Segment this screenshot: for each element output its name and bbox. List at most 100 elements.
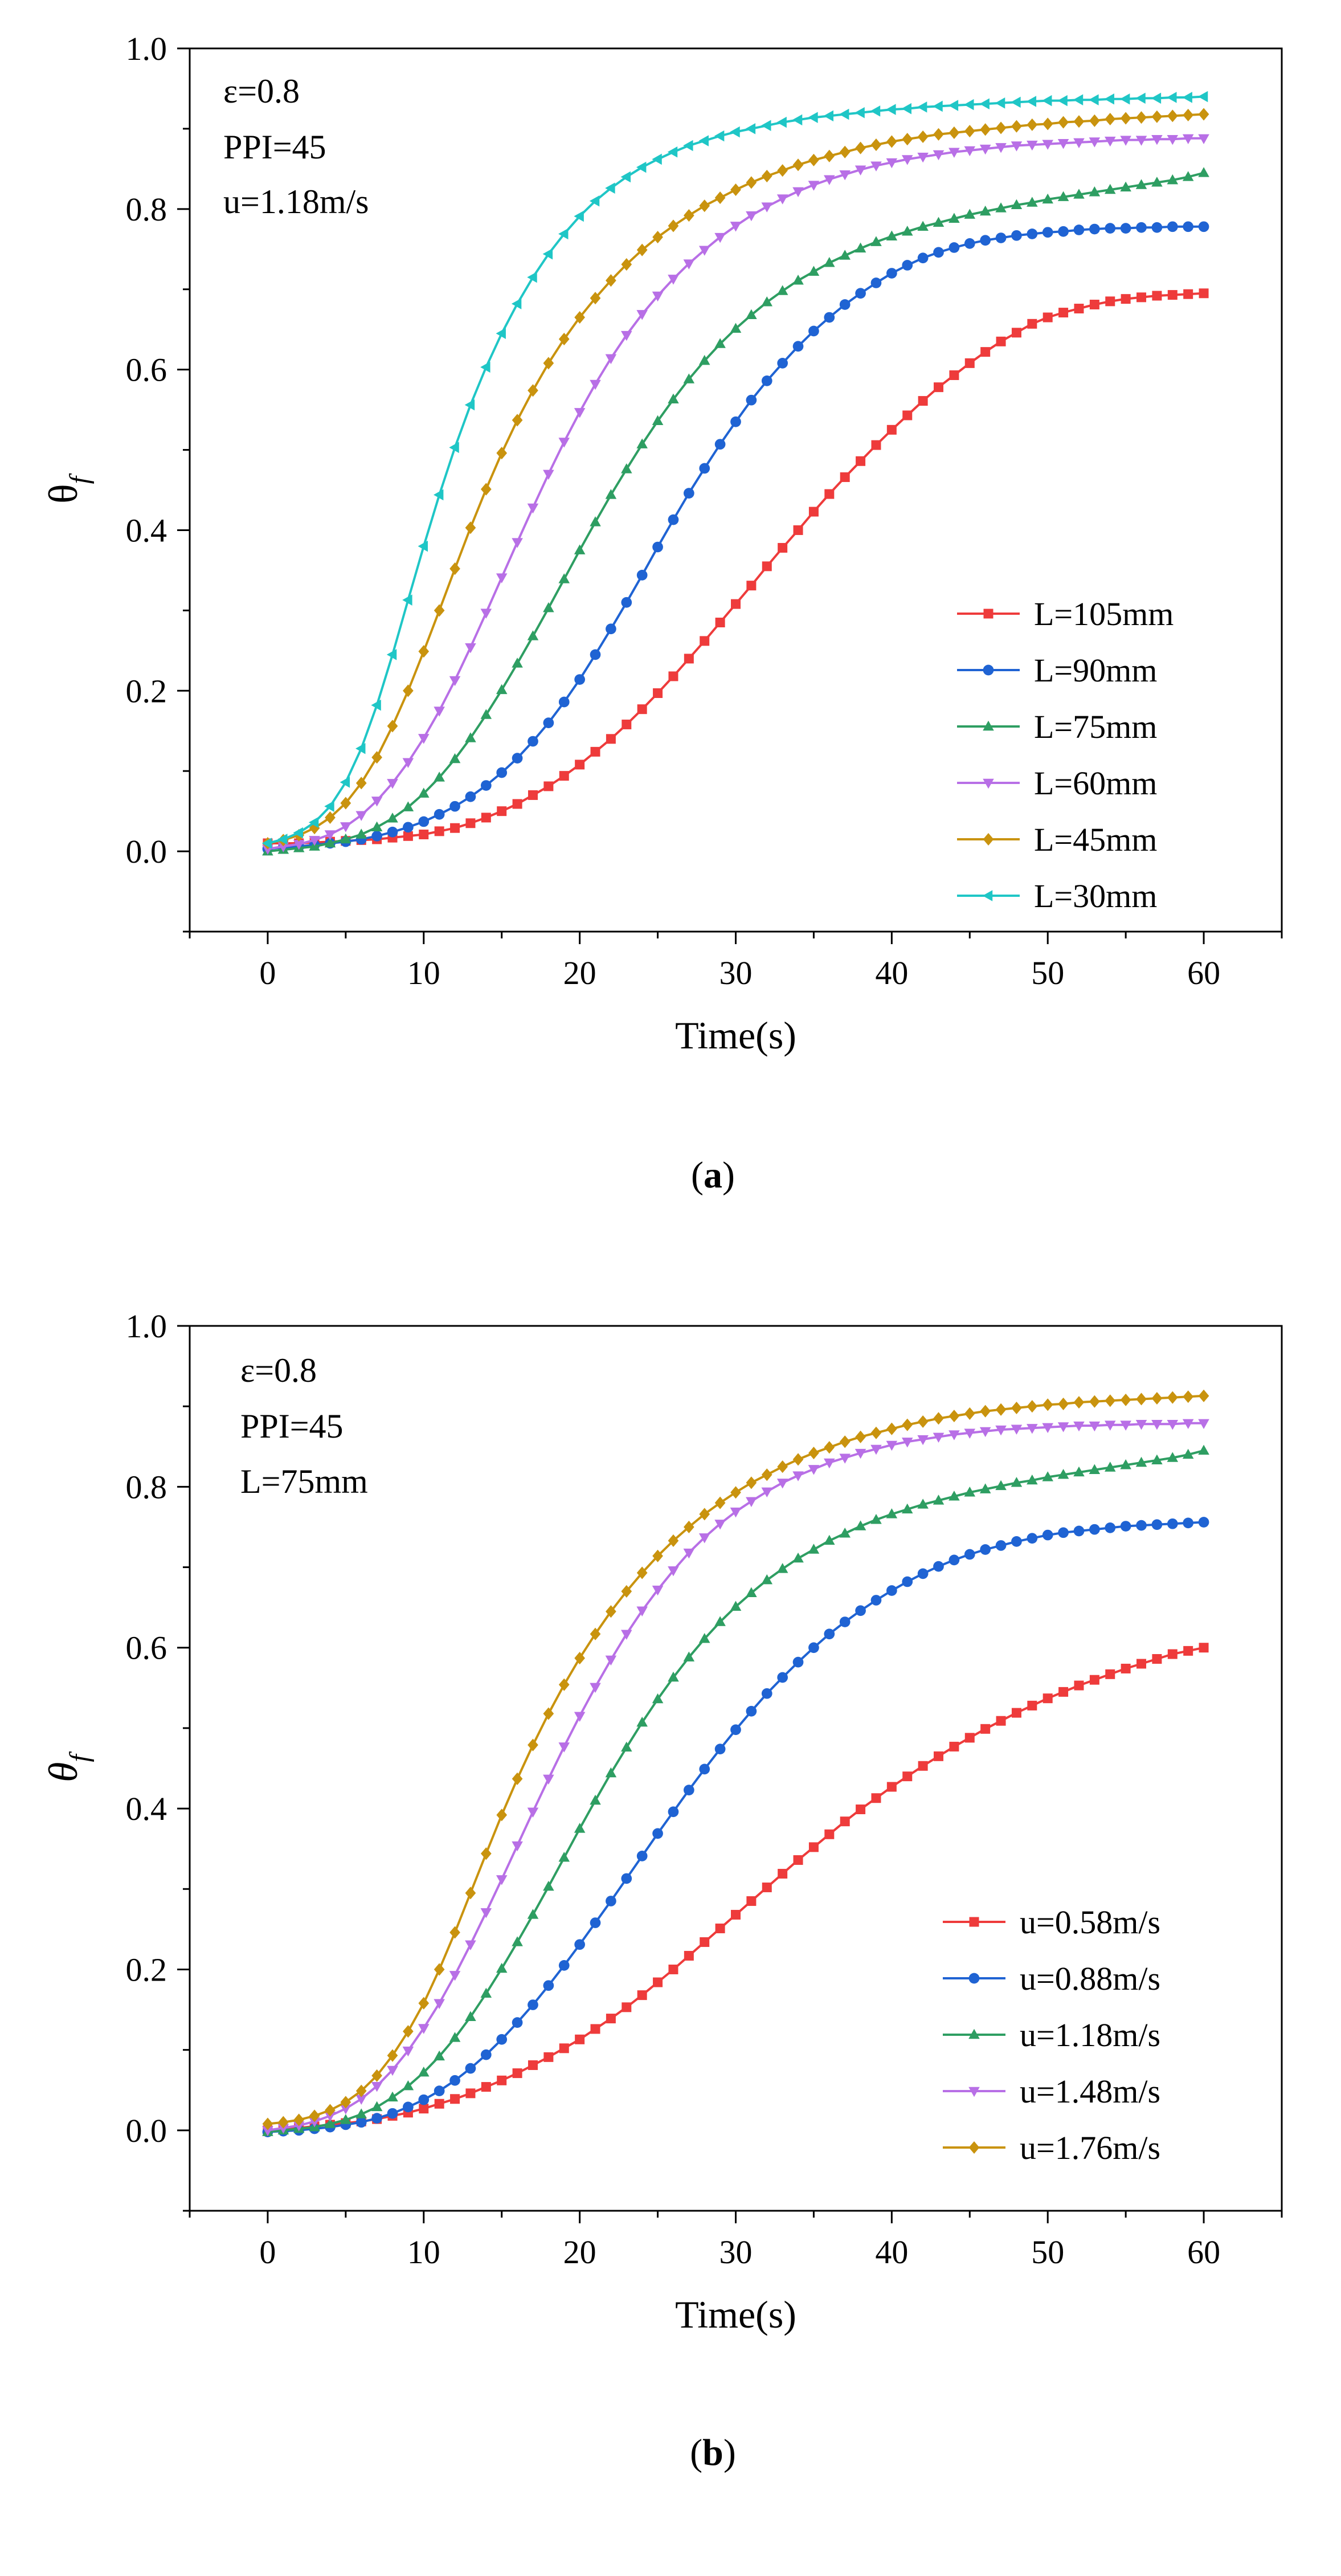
series-u=1.48m/s — [262, 1419, 1209, 2137]
data-point — [528, 1738, 538, 1752]
data-point — [761, 202, 773, 213]
data-point — [808, 325, 819, 337]
data-point — [652, 415, 664, 426]
data-point — [621, 1585, 632, 1598]
data-point — [902, 260, 913, 271]
data-point — [277, 2116, 289, 2129]
data-point — [668, 1671, 679, 1682]
data-point — [995, 1425, 1007, 1436]
x-tick-label: 60 — [1187, 954, 1220, 991]
data-point — [1167, 1420, 1179, 1430]
data-point — [1199, 288, 1209, 299]
data-point — [1136, 1520, 1147, 1531]
data-point — [324, 2112, 336, 2122]
data-point — [433, 489, 444, 501]
data-point — [1105, 1522, 1116, 1533]
data-point — [652, 231, 663, 244]
data-point — [700, 636, 710, 646]
data-point — [449, 2032, 461, 2042]
data-point — [1120, 1459, 1131, 1469]
data-point — [1135, 92, 1146, 104]
data-point — [1057, 1422, 1069, 1432]
data-point — [652, 1828, 663, 1839]
data-point — [714, 1496, 726, 1509]
data-point — [652, 1585, 664, 1596]
data-point — [1151, 1420, 1163, 1430]
data-point — [480, 1987, 492, 1998]
data-point — [1027, 228, 1038, 239]
data-point — [933, 128, 944, 141]
data-point — [746, 1476, 757, 1489]
series-line — [267, 172, 1204, 853]
data-point — [948, 213, 960, 223]
series-L=60mm — [262, 134, 1209, 855]
parameter-annotation: ε=0.8 — [223, 72, 300, 110]
data-point — [1136, 292, 1147, 303]
data-point — [1198, 1419, 1209, 1430]
data-point — [481, 813, 491, 823]
data-point — [636, 1606, 648, 1616]
data-point — [855, 141, 866, 154]
data-point — [434, 809, 445, 820]
x-tick-label: 40 — [875, 954, 908, 991]
data-point — [776, 1479, 788, 1489]
parameter-annotation: u=1.18m/s — [223, 183, 369, 221]
data-point — [512, 753, 523, 764]
data-point — [870, 1595, 882, 1606]
legend-marker — [983, 720, 994, 731]
data-point — [387, 779, 398, 789]
data-point — [480, 1847, 492, 1860]
y-axis-symbol: θ — [40, 484, 86, 504]
data-point — [730, 1486, 741, 1499]
data-point — [995, 1480, 1007, 1491]
data-point — [1167, 92, 1177, 103]
data-point — [496, 684, 508, 695]
data-point — [434, 1963, 445, 1976]
data-point — [918, 1761, 928, 1771]
data-point — [371, 830, 382, 842]
data-point — [465, 732, 476, 742]
data-point — [730, 322, 742, 333]
legend-item: u=1.48m/s — [943, 2073, 1160, 2110]
data-point — [980, 235, 991, 246]
data-point — [683, 488, 694, 499]
data-point — [1027, 1700, 1037, 1710]
y-tick-label: 0.8 — [126, 191, 167, 228]
legend-label: u=0.58m/s — [1020, 1904, 1160, 1941]
data-point — [824, 312, 835, 323]
data-point — [964, 358, 975, 368]
data-point — [1152, 291, 1162, 301]
data-point — [948, 1491, 960, 1501]
data-point — [856, 1805, 866, 1815]
legend-marker — [968, 2087, 980, 2097]
legend-label: u=0.88m/s — [1020, 1960, 1160, 1997]
data-point — [512, 799, 522, 809]
panel-label-letter: b — [702, 2432, 723, 2473]
data-point — [403, 822, 414, 833]
data-point — [855, 1430, 866, 1443]
data-point — [465, 791, 476, 802]
data-point — [480, 609, 492, 619]
data-point — [1042, 95, 1052, 107]
data-point — [1058, 226, 1069, 237]
legend-marker — [968, 2141, 980, 2154]
data-point — [730, 222, 742, 232]
data-point — [777, 1672, 788, 1683]
data-point — [590, 379, 601, 390]
data-point — [714, 338, 726, 348]
data-point — [464, 399, 475, 411]
data-point — [808, 1642, 819, 1654]
data-point — [1151, 177, 1163, 187]
data-point — [1042, 227, 1053, 238]
data-point — [1151, 92, 1162, 104]
data-point — [901, 103, 911, 115]
data-point — [964, 1549, 975, 1560]
data-point — [1167, 290, 1178, 300]
x-axis-label: Time(s) — [675, 1014, 796, 1057]
data-point — [527, 630, 539, 640]
series-L=30mm — [261, 91, 1208, 849]
data-point — [590, 1627, 601, 1640]
data-point — [1151, 1454, 1163, 1464]
data-point — [387, 826, 398, 838]
data-point — [1027, 118, 1038, 131]
